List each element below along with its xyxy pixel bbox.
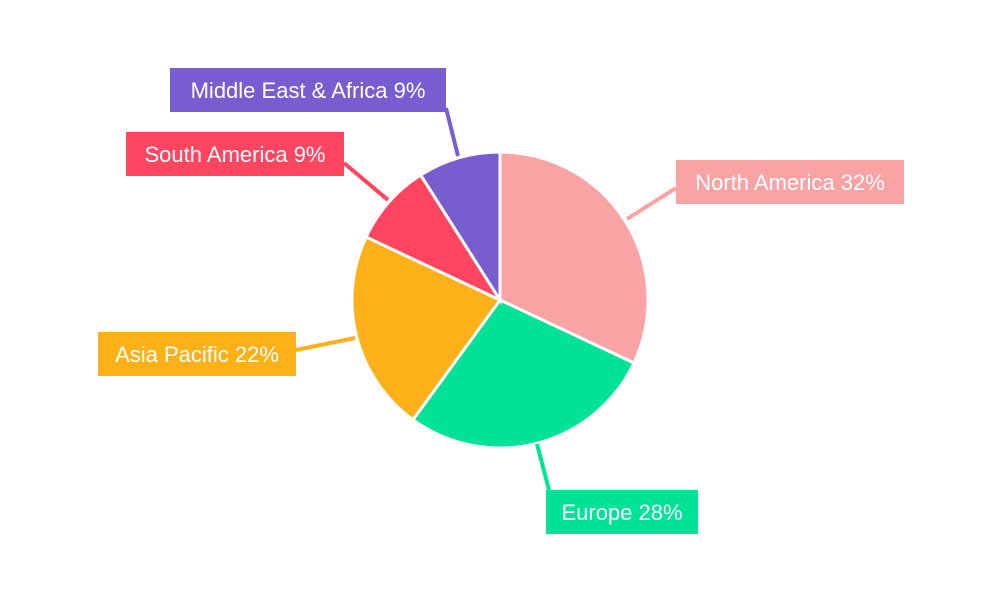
pie-slice-north-america[interactable] <box>498 150 650 366</box>
pie-slice-middle-east-africa[interactable] <box>418 150 502 306</box>
data-label-box <box>676 160 904 204</box>
leader-line <box>535 443 551 491</box>
data-label: Europe 28% <box>561 500 682 525</box>
leader-line <box>342 161 390 202</box>
data-label: North America 32% <box>695 170 885 195</box>
data-label: Middle East & Africa 9% <box>191 78 426 103</box>
leader-line <box>295 336 356 352</box>
data-label: South America 9% <box>145 142 326 167</box>
data-label-box <box>170 68 446 112</box>
data-label-box <box>126 132 344 176</box>
pie-slice-south-america[interactable] <box>364 172 505 304</box>
leader-line <box>444 107 460 157</box>
data-label-box <box>98 332 296 376</box>
leader-line <box>625 186 678 221</box>
data-label: Asia Pacific 22% <box>115 342 279 367</box>
data-label-box <box>546 490 698 534</box>
pie-slice-europe[interactable] <box>410 298 636 450</box>
